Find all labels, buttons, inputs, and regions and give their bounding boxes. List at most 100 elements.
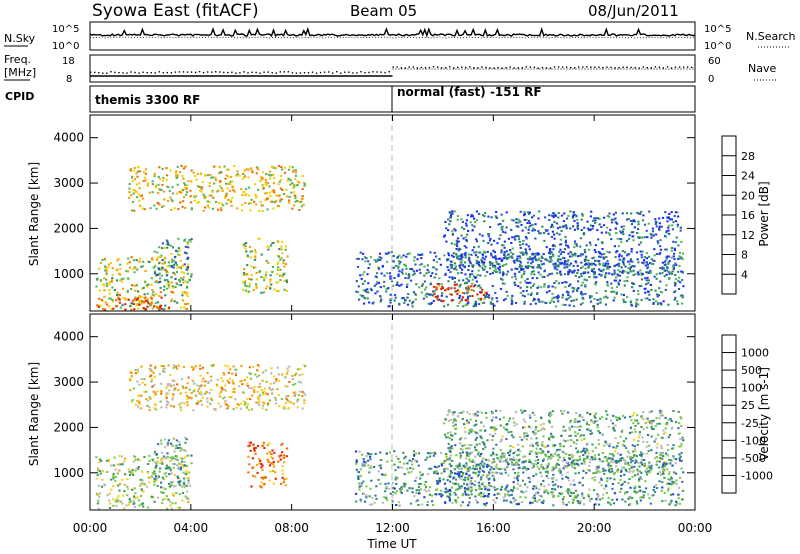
echo-cell <box>369 455 372 458</box>
echo-cell <box>476 501 479 504</box>
echo-cell <box>294 194 297 197</box>
echo-cell <box>214 176 217 179</box>
echo-cell <box>165 167 168 170</box>
echo-cell <box>255 286 258 289</box>
echo-cell <box>96 502 100 505</box>
echo-cell <box>560 229 563 232</box>
echo-cell <box>678 255 681 258</box>
echo-cell <box>602 467 605 470</box>
echo-cell <box>123 483 126 486</box>
echo-cell <box>467 290 470 293</box>
echo-cell <box>130 308 133 311</box>
echo-cell <box>469 273 472 276</box>
echo-cell <box>608 233 611 236</box>
echo-cell <box>677 432 680 435</box>
echo-cell <box>667 261 670 264</box>
echo-cell <box>505 486 508 489</box>
echo-cell <box>281 465 284 468</box>
echo-cell <box>527 468 530 470</box>
echo-cell <box>589 243 592 246</box>
echo-cell <box>518 466 521 469</box>
echo-cell <box>179 267 182 270</box>
echo-cell <box>506 484 509 487</box>
echo-cell <box>642 440 645 443</box>
echo-cell <box>557 216 560 219</box>
echo-cell <box>204 206 207 209</box>
echo-cell <box>282 262 285 265</box>
echo-cell <box>249 209 252 212</box>
echo-cell <box>99 304 102 307</box>
echo-cell <box>138 303 141 306</box>
echo-cell <box>161 461 164 463</box>
echo-cell <box>493 239 496 242</box>
echo-cell <box>631 265 634 268</box>
echo-cell <box>438 477 441 480</box>
echo-cell <box>549 252 552 255</box>
echo-cell <box>385 452 388 455</box>
echo-cell <box>124 298 127 301</box>
echo-cell <box>185 303 188 306</box>
echo-cell <box>599 301 602 304</box>
echo-cell <box>242 172 245 175</box>
echo-cell <box>642 411 645 413</box>
echo-cell <box>260 176 263 179</box>
echo-cell <box>492 249 495 252</box>
echo-cell <box>661 486 664 489</box>
echo-cell <box>619 478 622 481</box>
echo-cell <box>181 299 184 302</box>
echo-cell <box>385 487 388 490</box>
echo-cell <box>270 174 273 177</box>
echo-cell <box>664 460 667 463</box>
echo-cell <box>271 190 274 193</box>
echo-cell <box>446 479 449 482</box>
freq-point <box>384 71 386 74</box>
echo-cell <box>580 261 583 264</box>
freq-point <box>251 71 253 73</box>
echo-cell <box>505 211 508 214</box>
echo-cell <box>667 449 670 452</box>
echo-cell <box>587 493 590 496</box>
echo-cell <box>619 459 622 462</box>
echo-cell <box>519 244 522 246</box>
echo-cell <box>647 449 650 452</box>
echo-cell <box>472 464 475 467</box>
echo-cell <box>673 258 676 261</box>
echo-cell <box>610 238 613 241</box>
echo-cell <box>575 261 578 264</box>
echo-cell <box>562 429 565 432</box>
echo-cell <box>447 218 450 221</box>
echo-cell <box>678 276 681 279</box>
echo-cell <box>437 482 440 485</box>
echo-cell <box>451 501 454 504</box>
echo-cell <box>405 286 409 288</box>
echo-cell <box>584 284 587 286</box>
echo-cell <box>528 222 531 225</box>
echo-cell <box>580 267 583 269</box>
echo-cell <box>99 472 102 475</box>
echo-cell <box>672 265 675 268</box>
echo-cell <box>628 478 631 480</box>
echo-cell <box>528 258 531 261</box>
echo-cell <box>164 279 167 282</box>
echo-cell <box>210 176 213 179</box>
echo-cell <box>112 485 115 488</box>
echo-cell <box>466 467 470 470</box>
echo-cell <box>599 256 602 259</box>
echo-cell <box>144 308 148 310</box>
echo-cell <box>468 256 471 259</box>
cpid-segment-2: normal (fast) -151 RF <box>397 85 542 99</box>
echo-cell <box>108 305 111 308</box>
echo-cell <box>133 166 136 169</box>
echo-cell <box>384 490 387 493</box>
echo-cell <box>521 461 524 464</box>
echo-cell <box>595 281 598 284</box>
echo-cell <box>668 482 671 485</box>
echo-cell <box>580 450 583 453</box>
echo-cell <box>573 426 576 428</box>
echo-cell <box>669 462 672 465</box>
echo-cell <box>562 451 566 454</box>
echo-cell <box>142 286 145 289</box>
echo-cell <box>568 304 571 307</box>
echo-cell <box>378 252 382 255</box>
echo-cell <box>606 480 609 483</box>
